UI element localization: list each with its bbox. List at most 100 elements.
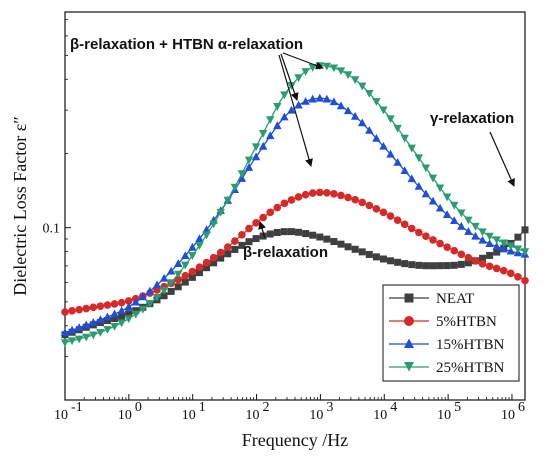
data-marker [393,124,402,133]
data-marker [464,253,473,262]
data-marker [216,208,225,217]
data-marker [238,241,246,249]
data-marker [145,300,155,309]
data-marker [471,231,480,240]
data-marker [358,198,367,207]
x-tick-label: 10 [309,408,323,423]
data-marker [315,93,324,102]
data-marker [259,232,267,240]
data-marker [159,273,169,282]
data-marker [223,243,232,251]
data-marker [499,239,508,248]
data-marker [266,208,275,217]
data-marker [96,328,105,337]
data-marker [329,97,339,106]
data-marker [294,193,303,201]
data-marker [145,286,155,295]
data-marker [74,323,84,331]
data-marker [506,246,516,255]
data-marker [124,315,133,324]
data-marker [103,317,111,325]
data-marker [118,312,126,320]
x-tick-exponent: 3 [326,400,333,415]
legend-label-25htbn: 25%HTBN [436,360,504,376]
data-marker [513,245,523,254]
data-marker [450,216,459,225]
data-marker [442,210,452,219]
data-marker [132,307,140,315]
legend: NEAT 5%HTBN 15%HTBN 25%HTBN [382,284,520,382]
annotation-alpha-label: β-relaxation + HTBN α-relaxation [70,36,303,53]
data-marker [407,144,416,153]
data-marker [174,270,183,279]
data-marker [258,141,268,150]
data-marker [68,307,76,315]
data-marker [485,262,494,271]
data-marker [351,195,359,204]
y-axis-title: Dielectric Loss Factor ε″ [10,116,30,296]
x-tick-label: 10 [182,408,196,423]
data-marker [209,253,218,262]
data-marker [322,62,332,71]
data-marker [82,333,91,342]
data-marker [408,261,416,269]
data-marker [231,245,239,253]
data-marker [251,143,261,152]
series-25htbn [60,62,530,348]
data-marker [124,297,133,305]
data-marker [435,184,445,193]
data-marker [507,269,515,278]
data-marker [167,287,175,295]
data-marker [499,244,508,253]
data-marker [358,82,367,91]
x-tick-exponent: 4 [390,400,397,415]
legend-label-neat: NEAT [436,291,474,307]
data-marker [514,233,522,241]
data-marker [372,98,381,106]
data-marker [195,269,203,277]
data-marker [231,237,239,245]
data-marker [111,315,119,322]
data-marker [195,234,204,243]
data-marker [251,152,261,161]
data-marker [379,141,388,150]
data-marker [429,236,437,244]
x-tick-label: 10 [246,408,260,423]
data-marker [89,318,98,326]
data-marker [188,273,196,281]
data-marker [492,236,501,245]
data-marker [478,260,487,268]
data-marker [372,253,380,261]
data-marker [159,286,169,295]
legend-marker-neat [404,293,414,303]
data-marker [237,174,247,182]
data-marker [365,201,374,210]
data-marker [266,230,274,238]
data-marker [295,228,303,236]
legend-marker-5htbn [404,316,414,326]
data-marker [110,309,119,318]
data-marker [350,111,360,120]
data-marker [237,170,247,179]
data-marker [457,221,466,230]
data-marker [230,183,240,192]
data-marker [259,213,267,222]
data-marker [60,328,70,337]
data-marker [138,292,148,301]
data-marker [103,301,112,309]
data-marker [294,74,303,83]
x-tick-label: 10 [373,408,387,423]
annotation-gamma: γ-relaxation [430,110,515,187]
series-15htbn [60,93,530,337]
data-marker [387,257,395,265]
data-marker [365,126,374,134]
data-marker [273,228,281,236]
arrow-alpha-to-blue [280,53,299,101]
data-marker [450,201,459,210]
data-marker [181,261,190,270]
data-marker [195,242,204,250]
data-marker [457,209,466,218]
data-marker [464,216,473,225]
data-marker [479,254,487,262]
data-marker [379,208,388,217]
